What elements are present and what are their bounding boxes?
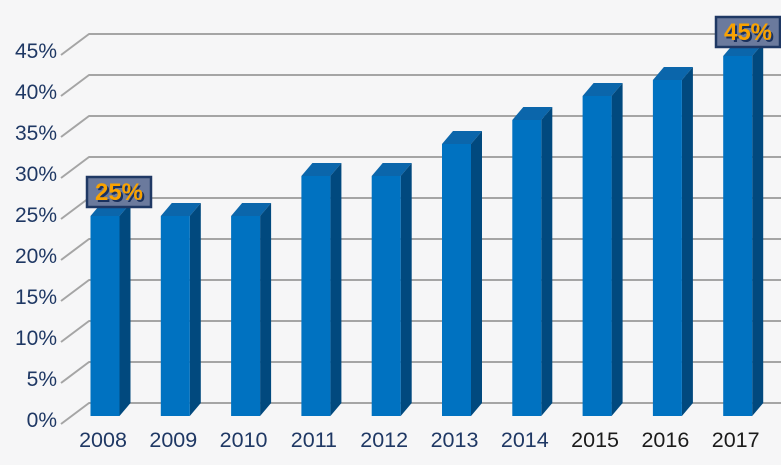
data-label-2017: 45%45%: [714, 15, 781, 49]
xaxis-label-2016: 2016: [641, 428, 689, 452]
bar-side-face: [260, 203, 272, 416]
ytick-label-0: 0%: [27, 409, 57, 432]
ytick-label-15: 15%: [15, 286, 57, 309]
bar-front-face: [371, 176, 401, 416]
gridline-40: [60, 74, 781, 97]
xaxis-label-2012: 2012: [360, 428, 408, 452]
ytick-label-25: 25%: [15, 204, 57, 227]
gridlines-group: 0% 5% 10% 15% 20% 25% 30% 35% 40% 45%: [15, 33, 781, 432]
xaxis-label-2013: 2013: [431, 428, 479, 452]
data-label-box: [714, 15, 781, 49]
bar-front-face: [231, 216, 261, 416]
xaxis-label-2011: 2011: [291, 428, 337, 452]
bar-2013: [442, 131, 482, 416]
data-label-box: [85, 175, 153, 209]
data-label-text: 45%: [724, 19, 772, 46]
bar-side-face: [752, 43, 764, 416]
xaxis-labels-group: 2008 2009 2010 2011 2012 2013 2014 2015 2016 2017: [79, 428, 760, 452]
bar-top-face: [652, 67, 693, 80]
bar-top-face: [371, 163, 412, 176]
bar-top-face: [582, 83, 623, 96]
bar-front-face: [723, 56, 753, 416]
bar-side-face: [119, 203, 131, 416]
xaxis-label-2015: 2015: [571, 428, 619, 452]
bar-front-face: [442, 144, 471, 416]
bar-2016: [652, 67, 693, 416]
ytick-label-45: 45%: [15, 40, 57, 63]
bar-side-face: [541, 107, 553, 416]
bar-top-face: [301, 163, 342, 176]
ytick-label-30: 30%: [15, 163, 57, 186]
xaxis-label-2014: 2014: [501, 428, 549, 452]
bar-top-face: [512, 107, 553, 120]
bar-side-face: [611, 83, 623, 416]
bar-front-face: [301, 176, 331, 416]
bar-front-face: [512, 120, 542, 416]
bars-group: [90, 43, 764, 416]
bar-2011: [301, 163, 342, 416]
bar-top-face: [231, 203, 272, 216]
xaxis-label-2017: 2017: [712, 428, 760, 452]
data-label-text: 25%: [95, 179, 143, 206]
bar-top-face: [160, 203, 201, 216]
bar-side-face: [400, 163, 412, 416]
ytick-label-35: 35%: [15, 122, 57, 145]
bar-2017: [723, 43, 764, 416]
bar-side-face: [681, 67, 693, 416]
data-label-2008: 25%25%: [85, 175, 153, 209]
xaxis-label-2008: 2008: [79, 428, 127, 452]
data-label-shadow-text: 45%: [726, 21, 774, 48]
bar-side-face: [330, 163, 342, 416]
bar-2014: [512, 107, 553, 416]
bar-top-face: [442, 131, 482, 144]
bar-2009: [160, 203, 201, 416]
bar-2008: [90, 203, 131, 416]
bar-2012: [371, 163, 412, 416]
xaxis-label-2010: 2010: [220, 428, 268, 452]
data-label-shadow-text: 25%: [97, 181, 145, 208]
bar-2015: [582, 83, 623, 416]
ytick-label-20: 20%: [15, 245, 57, 268]
bar-front-face: [90, 216, 120, 416]
ytick-label-10: 10%: [15, 327, 57, 350]
xaxis-label-2009: 2009: [149, 428, 197, 452]
bar-2010: [231, 203, 272, 416]
bar-side-face: [189, 203, 201, 416]
bar-side-face: [471, 131, 482, 416]
gridline-45: [60, 33, 781, 56]
ytick-label-40: 40%: [15, 81, 57, 104]
ytick-label-5: 5%: [27, 368, 57, 391]
bar-front-face: [582, 96, 612, 416]
bar-front-face: [160, 216, 190, 416]
bar-front-face: [652, 80, 682, 416]
